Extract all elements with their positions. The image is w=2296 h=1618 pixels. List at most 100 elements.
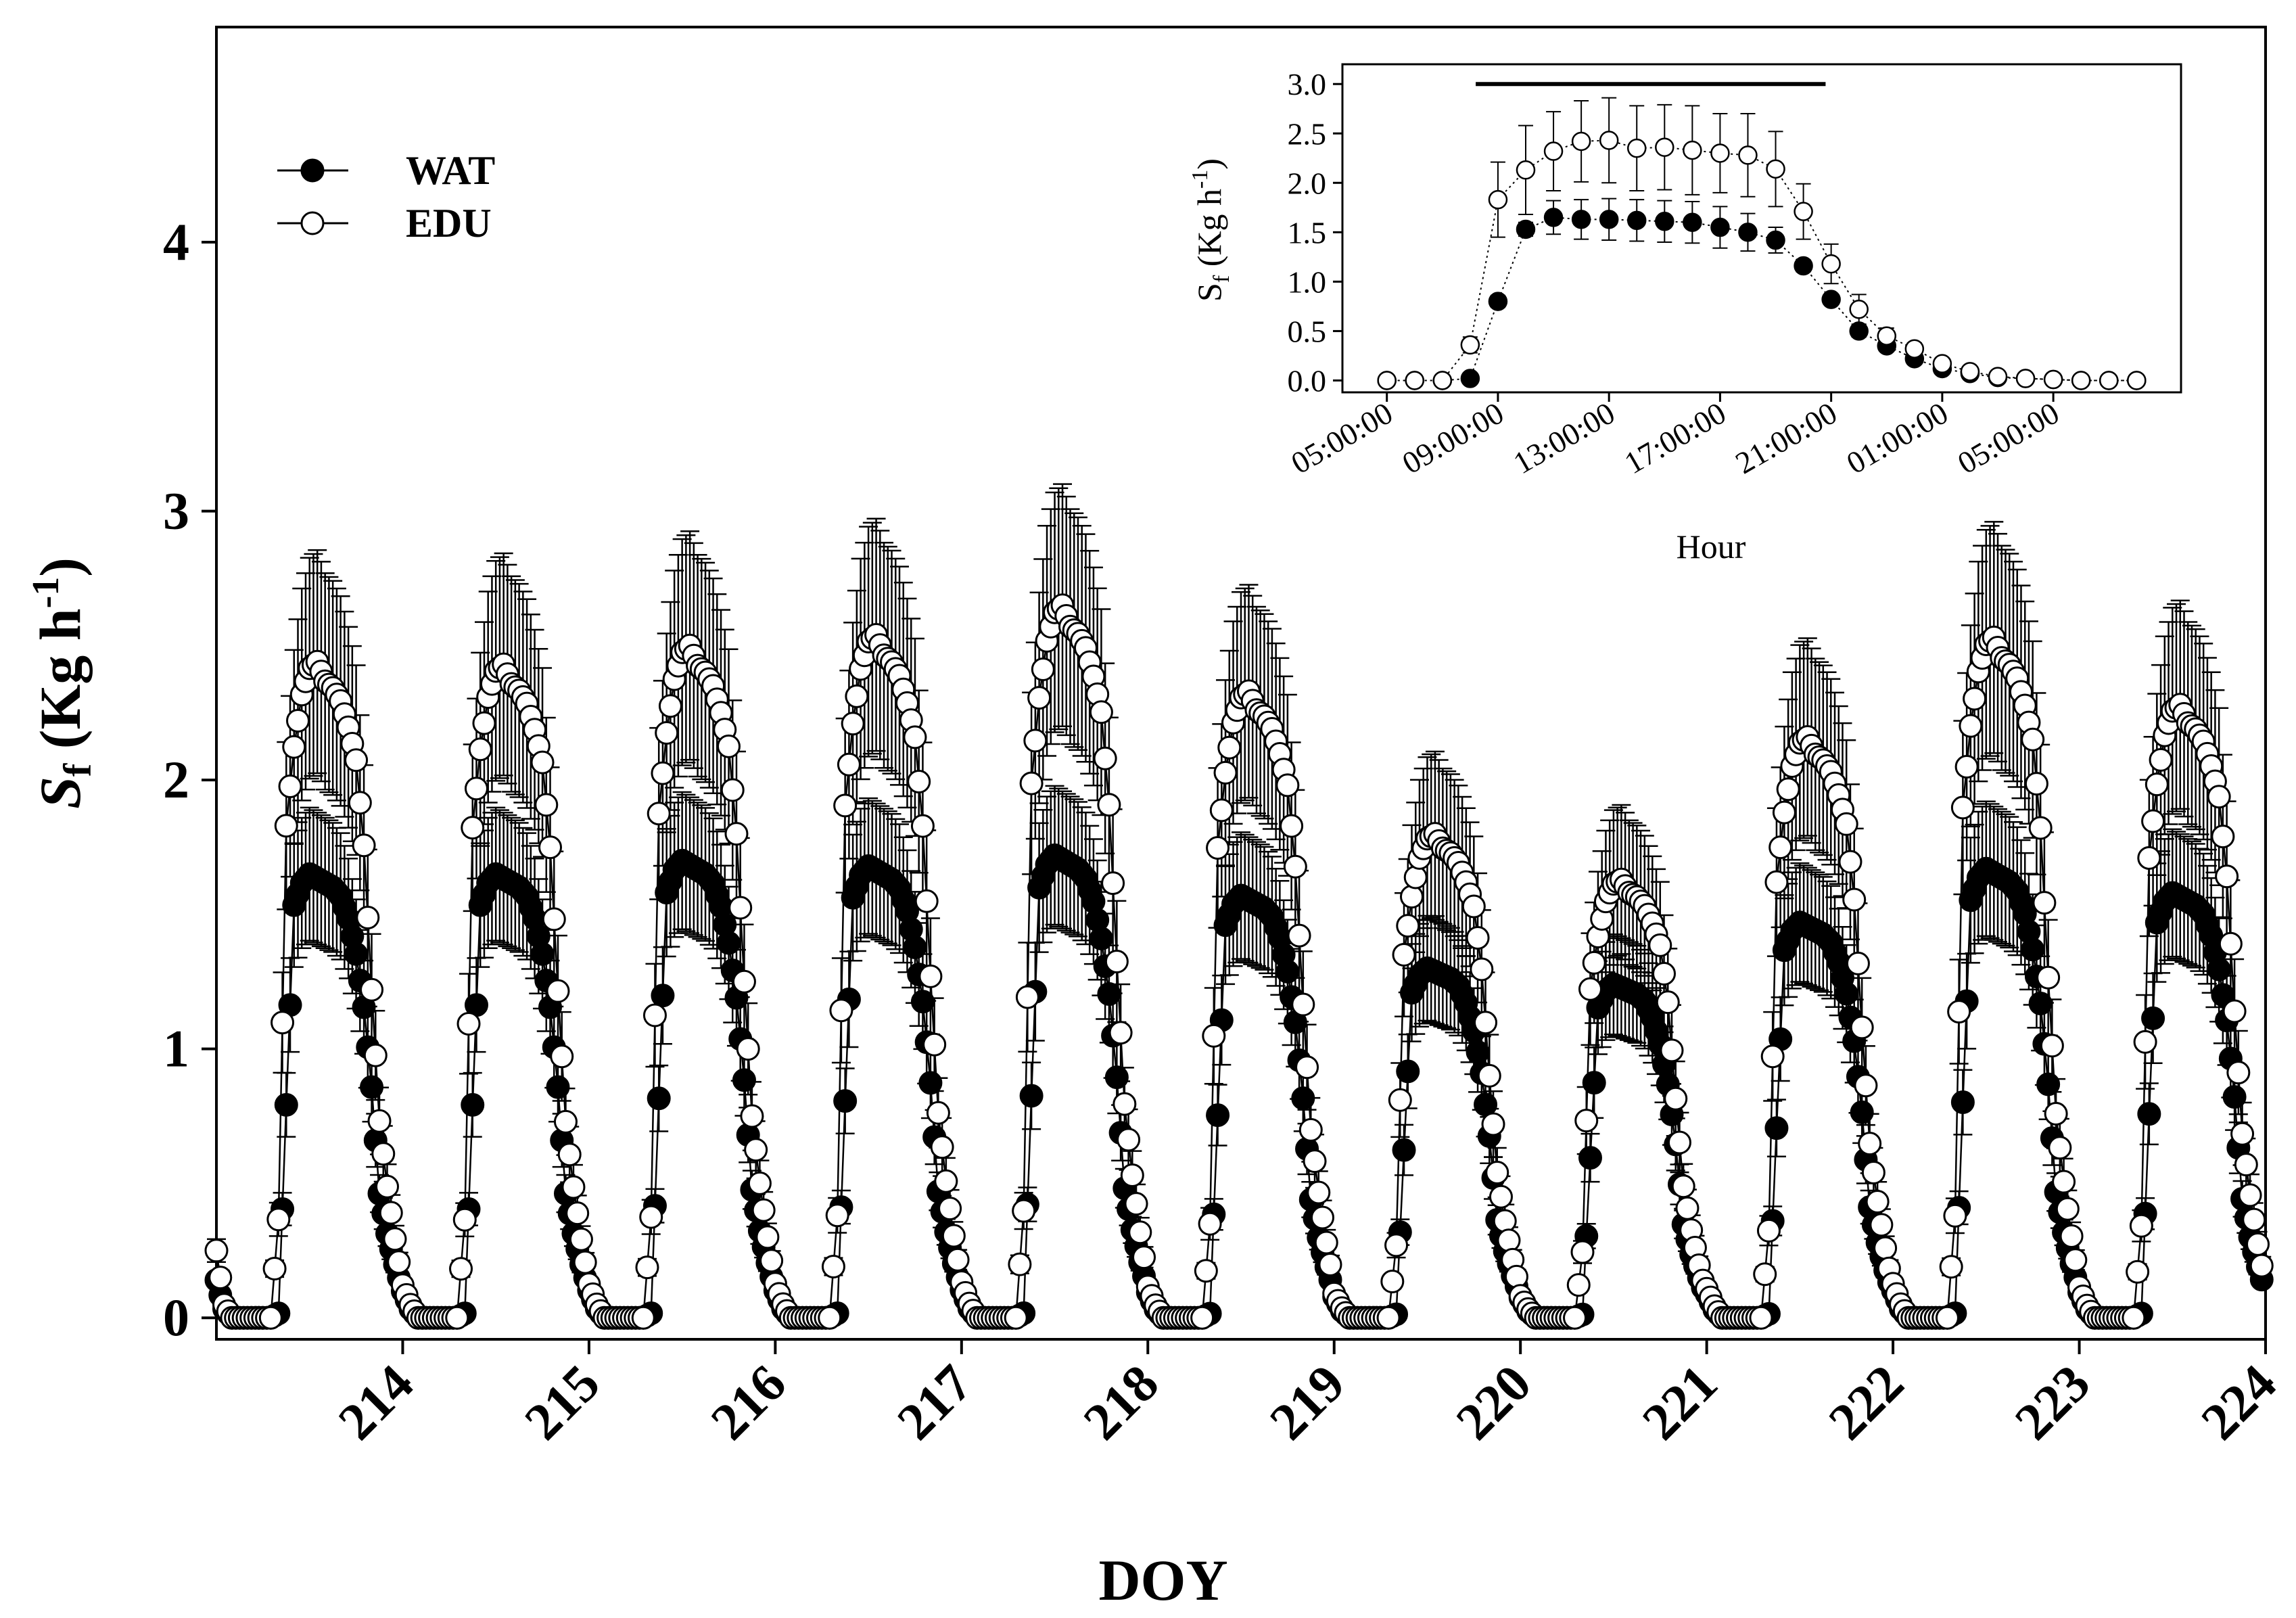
wat-point (1206, 1103, 1230, 1128)
wat-point (274, 1092, 298, 1117)
edu-inset-point (1599, 131, 1619, 150)
edu-point (204, 1239, 229, 1263)
wat-inset-point (1738, 223, 1758, 242)
edu-point (2021, 727, 2045, 752)
edu-point (1578, 977, 1602, 1001)
edu-point (1198, 1211, 1222, 1236)
inset-x-tick-label: 21:00:00 (1729, 395, 1842, 480)
edu-point (1869, 1213, 1894, 1237)
edu-point (1963, 687, 1987, 711)
edu-point (2052, 1170, 2076, 1194)
edu-point (2149, 747, 2173, 772)
edu-point (2055, 1197, 2080, 1221)
edu-point (724, 822, 749, 846)
edu-point (363, 1043, 388, 1067)
edu-point (1311, 1205, 1335, 1230)
wat-inset-point (1543, 208, 1564, 227)
legend-edu-marker (300, 211, 325, 235)
edu-point (2218, 931, 2243, 956)
edu-point (2048, 1136, 2072, 1160)
edu-inset-point (1377, 371, 1397, 390)
wat-point (461, 1092, 485, 1117)
edu-point (938, 1197, 962, 1221)
edu-inset-point (1710, 143, 1730, 163)
edu-point (2036, 965, 2061, 990)
edu-point (573, 1250, 597, 1274)
edu-point (1873, 1236, 1898, 1260)
main-x-tick-label: 219 (1258, 1354, 1355, 1451)
edu-inset-point (2015, 369, 2036, 388)
main-x-tick-label: 216 (699, 1354, 797, 1451)
edu-point (740, 1104, 764, 1128)
main-x-tick-label: 218 (1072, 1354, 1169, 1451)
edu-point (631, 1305, 655, 1330)
edu-point (1504, 1264, 1528, 1289)
edu-point (728, 896, 753, 920)
edu-point (1846, 951, 1870, 975)
edu-point (1280, 814, 1304, 838)
inset-x-tick-label: 05:00:00 (1286, 395, 1399, 480)
edu-point (1209, 798, 1234, 823)
edu-point (1108, 1021, 1133, 1045)
wat-point (2137, 1102, 2161, 1126)
edu-point (1950, 795, 1975, 820)
edu-point (387, 1250, 411, 1274)
edu-point (1012, 1199, 1036, 1223)
main-x-tick-label: 224 (2190, 1354, 2287, 1451)
edu-point (1388, 1088, 1412, 1112)
edu-point (569, 1227, 593, 1251)
wat-point (1950, 1090, 1975, 1115)
main-x-tick-label: 217 (886, 1354, 983, 1451)
main-plot-frame (215, 26, 2267, 1341)
legend-edu-label: EDU (406, 201, 492, 246)
legend-wat-marker (300, 158, 325, 183)
edu-point (1485, 1161, 1509, 1185)
edu-point (1566, 1273, 1591, 1297)
edu-point (1648, 933, 1672, 957)
edu-point (2133, 1030, 2157, 1054)
edu-point (1217, 735, 1242, 760)
edu-point (367, 1109, 392, 1133)
edu-point (262, 1256, 287, 1280)
edu-point (1318, 1252, 1342, 1276)
edu-point (1497, 1228, 1521, 1253)
main-x-axis-title: DOY (1098, 1548, 1227, 1613)
edu-point (1380, 1270, 1405, 1294)
edu-point (1298, 1117, 1323, 1142)
edu-point (2242, 1207, 2266, 1232)
edu-point (352, 833, 376, 858)
wat-inset-point (1460, 369, 1480, 388)
edu-point (755, 1225, 780, 1249)
inset-x-tick-label: 01:00:00 (1841, 395, 1954, 480)
edu-point (2207, 785, 2231, 809)
edu-inset-point (1488, 189, 1508, 210)
wat-inset-point (1655, 212, 1674, 231)
inset-y-axis-title-exponent: -1 (1188, 170, 1213, 189)
edu-inset-point (1405, 371, 1425, 390)
edu-point (534, 793, 559, 817)
edu-point (1132, 1245, 1156, 1270)
edu-point (461, 816, 485, 840)
edu-point (635, 1255, 659, 1280)
edu-point (907, 770, 931, 794)
edu-point (1314, 1230, 1338, 1255)
edu-point (1089, 700, 1113, 724)
edu-point (945, 1247, 970, 1272)
inset-y-tick-label: 1.5 (1288, 215, 1327, 250)
edu-point (1097, 793, 1121, 817)
wat-point (1578, 1146, 1602, 1170)
main-x-tick-label: 223 (2003, 1354, 2101, 1451)
edu-inset-point (1626, 138, 1647, 158)
edu-point (1392, 943, 1416, 967)
edu-inset-point (1932, 354, 1952, 373)
edu-point (553, 1109, 578, 1134)
edu-point (926, 1101, 950, 1125)
edu-point (2059, 1224, 2084, 1249)
edu-inset-point (1904, 339, 1925, 359)
wat-point (530, 942, 555, 966)
wat-point (1764, 1116, 1789, 1140)
edu-point (818, 1305, 842, 1330)
edu-inset-point (1766, 159, 1785, 179)
wat-point (903, 935, 927, 960)
edu-point (383, 1227, 407, 1251)
